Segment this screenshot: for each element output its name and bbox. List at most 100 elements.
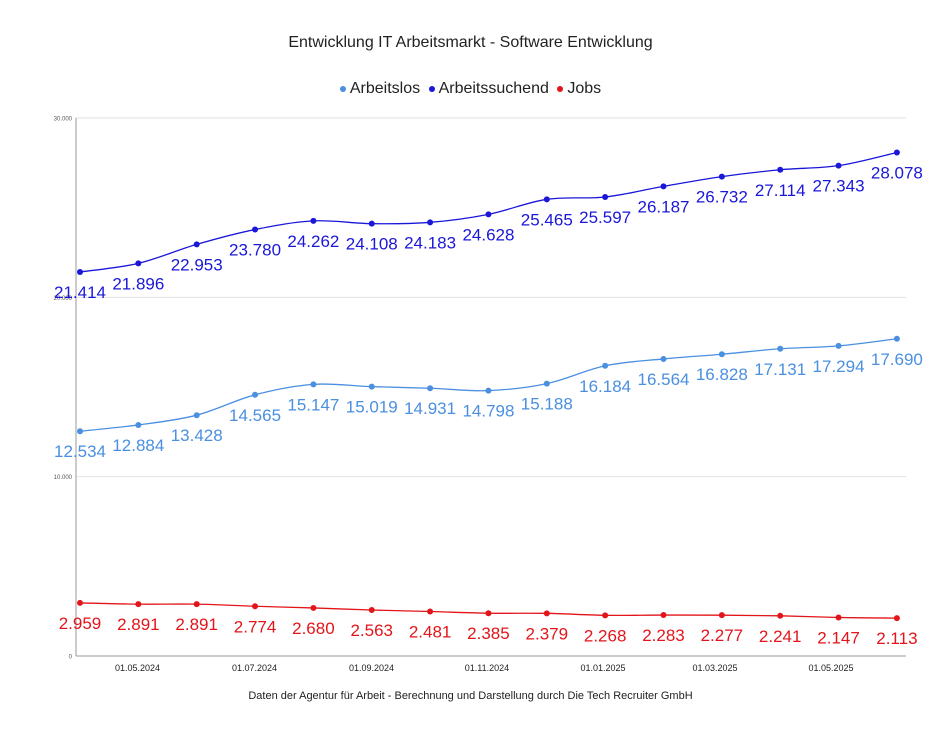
data-point-arbeitssuchend bbox=[193, 241, 200, 248]
chart-title: Entwicklung IT Arbeitsmarkt - Software E… bbox=[288, 34, 653, 51]
legend-label-arbeitssuchend: Arbeitssuchend bbox=[438, 80, 549, 97]
data-point-arbeitslos bbox=[893, 335, 900, 342]
data-label-arbeitssuchend: 26.732 bbox=[696, 188, 748, 207]
data-label-arbeitslos: 13.428 bbox=[171, 426, 223, 445]
data-label-jobs: 2.481 bbox=[409, 623, 452, 642]
data-label-arbeitslos: 15.019 bbox=[346, 398, 398, 417]
data-label-jobs: 2.113 bbox=[876, 629, 917, 648]
data-label-arbeitslos: 16.184 bbox=[579, 377, 631, 396]
data-label-arbeitslos: 15.188 bbox=[521, 395, 573, 414]
data-point-arbeitssuchend bbox=[777, 166, 784, 173]
data-point-arbeitssuchend bbox=[835, 162, 842, 169]
data-label-arbeitssuchend: 27.343 bbox=[813, 177, 865, 196]
legend-marker-arbeitssuchend bbox=[428, 86, 435, 92]
data-point-arbeitssuchend bbox=[543, 196, 550, 203]
data-label-arbeitslos: 15.147 bbox=[287, 395, 339, 414]
data-label-jobs: 2.774 bbox=[234, 617, 277, 636]
data-label-arbeitssuchend: 25.465 bbox=[521, 210, 573, 229]
data-label-jobs: 2.147 bbox=[817, 628, 860, 647]
data-label-arbeitslos: 17.294 bbox=[813, 357, 865, 376]
data-label-arbeitssuchend: 21.414 bbox=[54, 283, 106, 302]
y-tick-label: 30.000 bbox=[54, 117, 73, 123]
data-label-arbeitssuchend: 24.108 bbox=[346, 235, 398, 254]
chart-legend: Arbeitslos Arbeitssuchend Jobs bbox=[0, 79, 941, 98]
data-label-arbeitssuchend: 24.628 bbox=[462, 225, 514, 244]
data-label-arbeitslos: 17.131 bbox=[754, 360, 806, 379]
legend-marker-arbeitslos bbox=[339, 86, 346, 92]
data-label-arbeitslos: 12.884 bbox=[112, 436, 164, 455]
data-label-jobs: 2.241 bbox=[759, 627, 802, 646]
legend-label-jobs: Jobs bbox=[567, 80, 602, 97]
data-point-jobs bbox=[252, 603, 259, 610]
data-point-arbeitslos bbox=[135, 421, 142, 428]
data-point-jobs bbox=[427, 608, 434, 615]
data-point-arbeitslos bbox=[835, 342, 842, 349]
data-label-jobs: 2.385 bbox=[467, 624, 510, 643]
data-point-arbeitssuchend bbox=[485, 211, 492, 218]
data-point-jobs bbox=[777, 612, 784, 619]
y-tick-label: 0 bbox=[69, 655, 73, 661]
x-tick-label: 01.11.2024 bbox=[465, 663, 509, 673]
data-label-arbeitssuchend: 22.953 bbox=[171, 255, 223, 274]
data-label-arbeitslos: 17.690 bbox=[871, 350, 923, 369]
data-point-arbeitslos bbox=[368, 383, 375, 390]
data-label-arbeitssuchend: 28.078 bbox=[871, 163, 923, 182]
data-label-jobs: 2.680 bbox=[292, 619, 335, 638]
data-point-jobs bbox=[543, 610, 550, 617]
data-label-arbeitssuchend: 24.262 bbox=[287, 232, 339, 251]
data-label-arbeitslos: 14.931 bbox=[404, 399, 456, 418]
data-label-arbeitslos: 14.798 bbox=[462, 402, 514, 421]
x-tick-label: 01.05.2025 bbox=[808, 663, 853, 673]
data-label-arbeitssuchend: 25.597 bbox=[579, 208, 631, 227]
data-point-jobs bbox=[835, 614, 842, 621]
data-point-arbeitslos bbox=[543, 380, 550, 387]
x-tick-label: 01.05.2024 bbox=[115, 663, 160, 673]
data-point-jobs bbox=[135, 601, 142, 608]
data-point-jobs bbox=[660, 612, 667, 619]
legend-item-arbeitssuchend: Arbeitssuchend bbox=[428, 80, 549, 98]
data-point-arbeitslos bbox=[427, 385, 434, 392]
legend-marker-jobs bbox=[557, 86, 564, 92]
data-point-jobs bbox=[893, 615, 900, 622]
data-point-jobs bbox=[77, 599, 83, 606]
x-tick-label: 01.09.2024 bbox=[349, 663, 394, 673]
x-tick-label: 01.03.2025 bbox=[692, 663, 737, 673]
data-point-arbeitslos bbox=[485, 387, 492, 394]
data-point-jobs bbox=[602, 612, 609, 619]
data-label-arbeitssuchend: 27.114 bbox=[755, 181, 806, 200]
data-point-arbeitslos bbox=[660, 355, 667, 362]
data-label-jobs: 2.891 bbox=[175, 615, 218, 634]
data-point-jobs bbox=[718, 612, 725, 619]
data-point-arbeitssuchend bbox=[602, 193, 609, 200]
data-label-jobs: 2.277 bbox=[701, 626, 744, 645]
data-label-arbeitslos: 12.534 bbox=[54, 442, 106, 461]
data-point-arbeitssuchend bbox=[427, 219, 434, 226]
data-label-arbeitssuchend: 21.896 bbox=[112, 274, 164, 293]
data-point-arbeitssuchend bbox=[660, 183, 667, 190]
data-label-arbeitslos: 16.564 bbox=[638, 370, 690, 389]
data-point-arbeitssuchend bbox=[252, 226, 259, 233]
legend-item-jobs: Jobs bbox=[557, 80, 601, 98]
data-label-jobs: 2.959 bbox=[59, 614, 102, 633]
data-label-arbeitslos: 16.828 bbox=[696, 365, 748, 384]
data-label-arbeitssuchend: 23.780 bbox=[229, 241, 281, 260]
data-label-jobs: 2.283 bbox=[642, 626, 685, 645]
data-label-jobs: 2.891 bbox=[117, 615, 160, 634]
data-point-arbeitssuchend bbox=[77, 268, 83, 275]
data-point-arbeitslos bbox=[193, 412, 200, 419]
data-label-jobs: 2.563 bbox=[350, 621, 393, 640]
data-point-arbeitssuchend bbox=[368, 220, 375, 227]
data-point-jobs bbox=[193, 601, 200, 608]
data-point-arbeitslos bbox=[602, 362, 609, 369]
x-tick-label: 01.01.2025 bbox=[580, 663, 625, 673]
data-point-jobs bbox=[368, 607, 375, 614]
data-point-arbeitssuchend bbox=[310, 217, 317, 224]
y-tick-label: 10.000 bbox=[54, 475, 73, 481]
legend-label-arbeitslos: Arbeitslos bbox=[349, 80, 421, 97]
data-point-arbeitssuchend bbox=[718, 173, 725, 180]
data-label-arbeitslos: 14.565 bbox=[229, 406, 281, 425]
data-point-arbeitslos bbox=[77, 428, 83, 435]
data-label-arbeitssuchend: 24.183 bbox=[404, 233, 456, 252]
legend-item-arbeitslos: Arbeitslos bbox=[339, 80, 421, 98]
